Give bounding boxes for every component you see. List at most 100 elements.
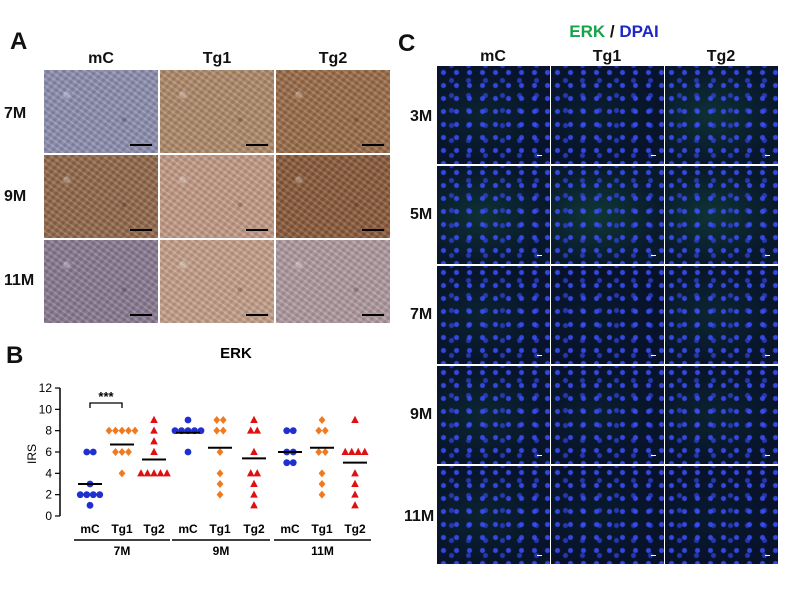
panel-a-letter: A — [10, 28, 28, 55]
micrograph-9m-tg1 — [160, 155, 274, 238]
group-label: 11M — [311, 544, 334, 558]
x-tick-label: mC — [178, 522, 198, 536]
fluorescence-5m-tg2 — [665, 166, 778, 264]
micrograph-7m-tg2 — [276, 70, 390, 153]
data-point — [250, 479, 258, 487]
data-point — [89, 448, 97, 456]
fluorescence-11m-tg2 — [665, 466, 778, 564]
scale-bar — [765, 555, 770, 556]
data-point — [318, 480, 326, 488]
data-point — [246, 469, 255, 477]
micrograph-9m-tg2 — [276, 155, 390, 238]
significance-label: *** — [98, 389, 114, 404]
data-point — [112, 448, 119, 456]
data-point — [219, 426, 227, 435]
panel-c-col-label-tg1: Tg1 — [592, 48, 622, 65]
data-point — [86, 501, 94, 509]
data-point — [216, 469, 224, 478]
data-point — [219, 416, 227, 424]
panel-b-letter: B — [6, 342, 24, 369]
data-point — [246, 426, 255, 434]
x-tick-label: Tg1 — [111, 522, 133, 536]
data-point — [351, 415, 359, 423]
scale-bar — [246, 314, 268, 316]
scale-bar — [651, 155, 656, 156]
data-point — [150, 437, 158, 445]
fluorescence-3m-mc — [437, 66, 550, 164]
data-point — [347, 447, 356, 455]
fluorescence-3m-tg2 — [665, 66, 778, 164]
data-point — [315, 426, 323, 435]
y-tick-label: 12 — [39, 381, 53, 395]
data-point — [351, 469, 359, 477]
data-point — [125, 426, 132, 435]
data-point — [105, 426, 113, 435]
data-point — [250, 490, 258, 498]
data-point — [321, 448, 329, 456]
scale-bar — [362, 144, 384, 146]
data-point — [83, 448, 91, 456]
data-point — [216, 448, 224, 456]
fluorescence-7m-tg1 — [551, 266, 664, 364]
panel-a-row-label-11m: 11M — [4, 272, 35, 289]
scale-bar — [765, 355, 770, 356]
panel-c-col-label-tg2: Tg2 — [706, 48, 736, 65]
scale-bar — [651, 455, 656, 456]
panel-c-title: ERK / DPAI — [440, 22, 787, 42]
data-point — [131, 426, 139, 435]
data-point — [250, 501, 258, 509]
scale-bar — [246, 229, 268, 231]
data-point — [213, 426, 221, 435]
y-tick-label: 0 — [45, 509, 52, 523]
data-point — [216, 490, 224, 499]
data-point — [351, 501, 359, 509]
data-point — [137, 469, 145, 477]
panel-c-row-label-3m: 3M — [410, 108, 433, 125]
micrograph-11m-tg2 — [276, 240, 390, 323]
fluorescence-9m-tg2 — [665, 366, 778, 464]
panel-a-col-label-tg1: Tg1 — [202, 50, 232, 67]
panel-c-title-dpai: DPAI — [619, 22, 659, 41]
panel-a-col-label-tg2: Tg2 — [318, 50, 348, 67]
scale-bar — [537, 555, 542, 556]
scale-bar — [651, 555, 656, 556]
micrograph-11m-mc — [44, 240, 158, 323]
data-point — [89, 491, 97, 499]
data-point — [96, 491, 104, 499]
data-point — [150, 447, 158, 455]
fluorescence-7m-tg2 — [665, 266, 778, 364]
scale-bar — [246, 144, 268, 146]
scale-bar — [765, 455, 770, 456]
data-point — [125, 448, 132, 456]
data-point — [351, 490, 359, 498]
data-point — [351, 479, 359, 487]
micrograph-11m-tg1 — [160, 240, 274, 323]
micrograph-9m-mc — [44, 155, 158, 238]
scale-bar — [651, 255, 656, 256]
data-point — [289, 427, 297, 435]
data-point — [283, 459, 291, 467]
panel-c-title-separator: / — [605, 22, 620, 41]
data-point — [83, 491, 91, 499]
scale-bar — [537, 255, 542, 256]
data-point — [150, 415, 158, 423]
fluorescence-5m-tg1 — [551, 166, 664, 264]
micrograph-7m-tg1 — [160, 70, 274, 153]
x-tick-label: Tg2 — [143, 522, 165, 536]
data-point — [253, 469, 262, 477]
scale-bar — [651, 355, 656, 356]
data-point — [143, 469, 152, 477]
data-point — [289, 459, 297, 467]
data-point — [163, 469, 171, 477]
x-tick-label: Tg2 — [243, 522, 265, 536]
data-point — [253, 426, 262, 434]
data-point — [341, 447, 350, 455]
panel-a-row-label-9m: 9M — [4, 188, 27, 205]
data-point — [354, 447, 363, 455]
micrograph-7m-mc — [44, 70, 158, 153]
x-tick-label: mC — [80, 522, 100, 536]
x-tick-label: Tg1 — [311, 522, 333, 536]
fluorescence-11m-mc — [437, 466, 550, 564]
data-point — [150, 469, 158, 477]
scale-bar — [362, 229, 384, 231]
